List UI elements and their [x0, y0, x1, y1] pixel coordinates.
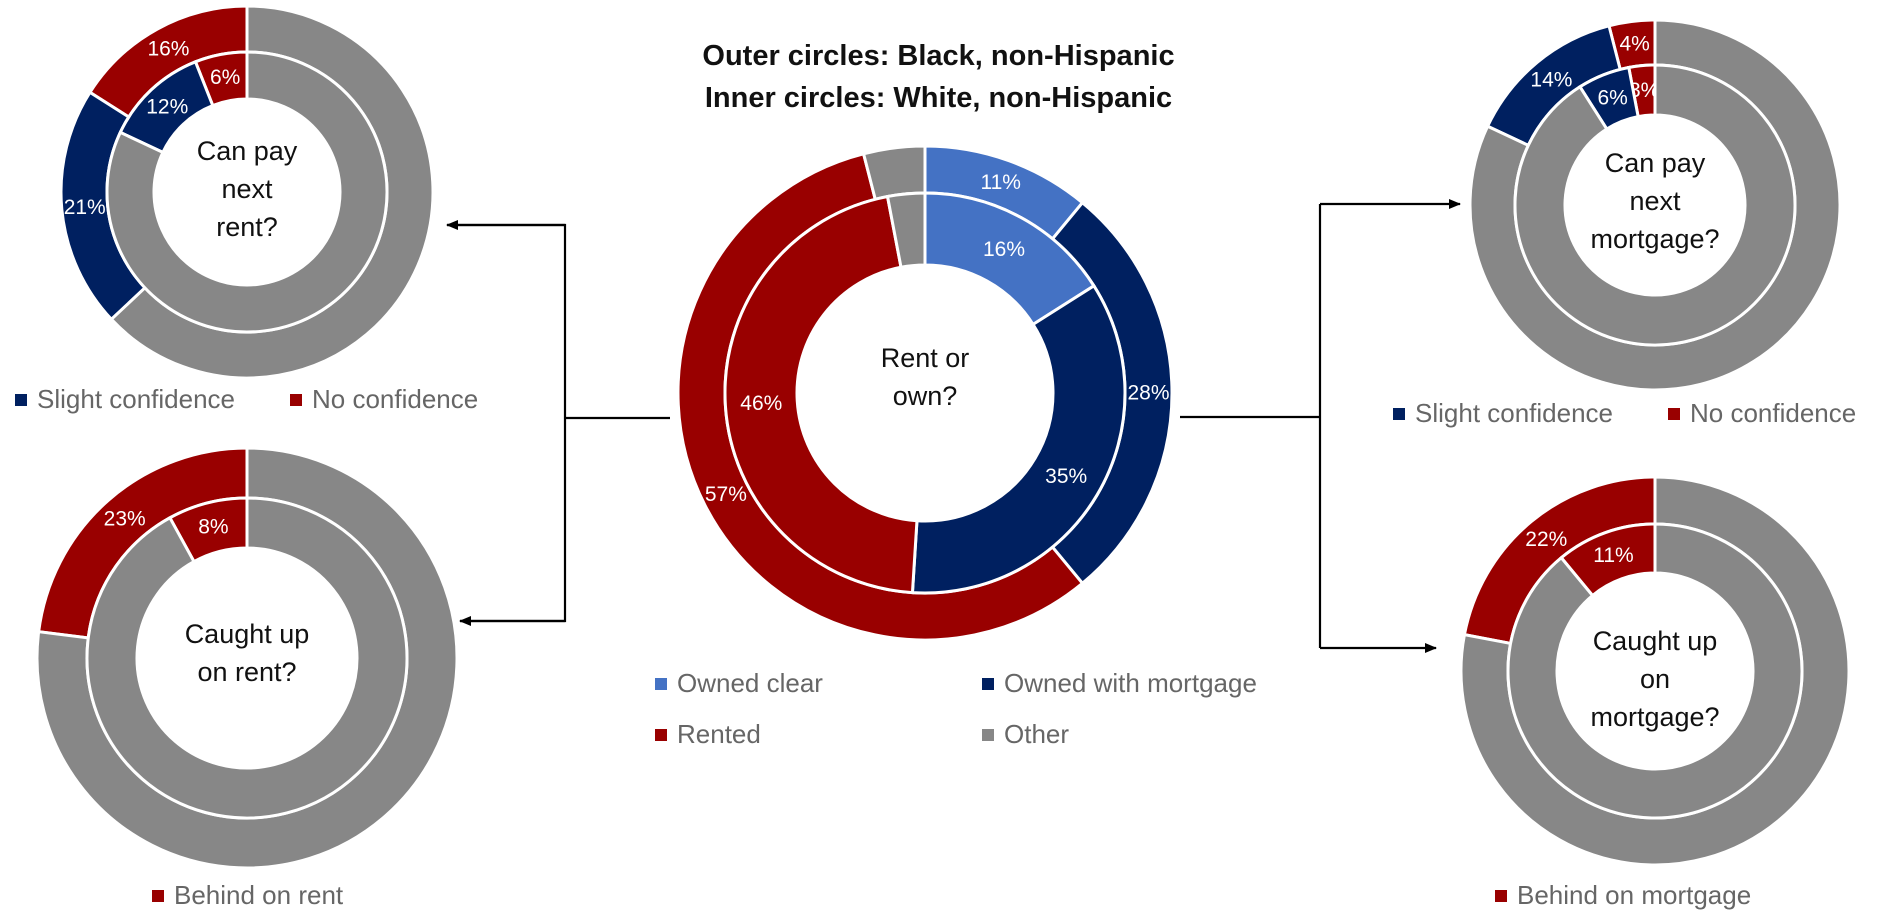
- data-label-outer-owned-clear: 11%: [980, 171, 1020, 194]
- center-label-line: next: [1629, 186, 1681, 216]
- center-label-line: on: [1640, 664, 1670, 694]
- legend-label: Behind on rent: [174, 880, 344, 910]
- legend-item-other: Other: [982, 719, 1069, 750]
- data-label-outer-behind-on-mortgage: 22%: [1525, 528, 1567, 551]
- data-label-outer-behind-on-rent: 23%: [104, 508, 146, 531]
- data-label-inner-behind-on-rent: 8%: [198, 516, 228, 539]
- legend-swatch: [1668, 407, 1680, 420]
- center-label-line: Rent or: [881, 343, 970, 373]
- legend-label: Owned with mortgage: [1004, 668, 1257, 698]
- donut-can-pay-mortgage: 4% 14% 3%6% Can pay next mortgage?: [1468, 18, 1842, 392]
- data-label-inner-owned-with-mortgage: 35%: [1045, 465, 1087, 488]
- slice-inner-other: [1506, 522, 1804, 820]
- legend-item-no-confidence-rent: No confidence: [290, 384, 478, 415]
- data-label-outer-slight-confidence: 14%: [1530, 68, 1572, 91]
- legend-label: Owned clear: [677, 668, 823, 698]
- legend-item-slight-confidence-rent: Slight confidence: [15, 384, 235, 415]
- legend-swatch: [982, 728, 994, 741]
- legend-label: Behind on mortgage: [1517, 880, 1752, 910]
- donut-can-pay-rent: 16% 21% 6% 12% Can pay next rent?: [59, 4, 435, 380]
- legend-label: Other: [1004, 719, 1070, 749]
- data-label-outer-owned-with-mortgage: 28%: [1127, 382, 1169, 405]
- legend-label: Rented: [677, 719, 761, 749]
- slice-inner-other: [105, 50, 389, 334]
- connector-arrows: [446, 199, 1461, 653]
- data-label-outer-no-confidence: 4%: [1619, 32, 1649, 55]
- center-label-line: next: [221, 174, 273, 204]
- legend-item-owned-clear: Owned clear: [655, 668, 823, 699]
- slice-inner-other: [1513, 63, 1797, 347]
- data-label-inner-no-confidence: 3%: [1629, 79, 1659, 102]
- slice-inner-owned-with-mortgage: [910, 283, 1127, 595]
- slice-inner-rented: [723, 194, 919, 595]
- data-label-outer-slight-confidence: 21%: [64, 196, 106, 219]
- legend-label: Slight confidence: [1415, 398, 1614, 428]
- legend-item-owned-with-mortgage: Owned with mortgage: [982, 668, 1257, 699]
- donut-caught-up-rent: 23% 8% Caught up on rent?: [35, 446, 459, 870]
- chart-title-line-1: Outer circles: Black, non-Hispanic: [702, 40, 1175, 72]
- data-label-inner-slight-confidence: 6%: [1597, 87, 1627, 110]
- center-label-line: on rent?: [197, 657, 296, 687]
- data-label-inner-behind-on-mortgage: 11%: [1593, 544, 1633, 567]
- legend-swatch: [15, 393, 27, 406]
- legend-label: No confidence: [312, 384, 479, 414]
- left-connector: [447, 223, 670, 623]
- center-label-line: rent?: [216, 212, 278, 242]
- data-label-inner-no-confidence: 6%: [210, 66, 240, 89]
- legend-label: No confidence: [1690, 398, 1857, 428]
- legend-item-behind-on-mortgage: Behind on mortgage: [1495, 880, 1751, 911]
- data-label-inner-slight-confidence: 12%: [146, 96, 188, 119]
- slice-inner-other: [885, 191, 927, 270]
- slice-outer-other: [861, 144, 927, 202]
- right-connector: [1180, 204, 1322, 648]
- center-label-line: Caught up: [1593, 626, 1718, 656]
- legend-item-behind-on-rent: Behind on rent: [152, 880, 343, 911]
- legend-item-no-confidence-mortgage: No confidence: [1668, 398, 1856, 429]
- legend-swatch: [655, 728, 667, 741]
- legend-swatch: [1495, 889, 1507, 902]
- donut-caught-up-mortgage: 22% 11% Caught up on mortgage?: [1459, 475, 1851, 867]
- center-label-line: Can pay: [1605, 148, 1706, 178]
- legend-swatch: [1393, 407, 1405, 420]
- legend-swatch: [152, 889, 164, 902]
- center-label-line: Caught up: [185, 619, 310, 649]
- legend-label: Slight confidence: [37, 384, 236, 414]
- center-label-line: mortgage?: [1590, 702, 1719, 732]
- data-label-inner-owned-clear: 16%: [983, 238, 1025, 261]
- data-label-inner-rented: 46%: [740, 392, 782, 415]
- legend-item-rented: Rented: [655, 719, 761, 750]
- data-label-outer-rented: 57%: [705, 483, 747, 506]
- legend-swatch: [655, 677, 667, 690]
- slice-inner-other: [85, 496, 409, 820]
- legend-swatch: [982, 677, 994, 690]
- donut-rent-or-own: 11% 28% 57% 16% 35% 46% Rent or own?: [676, 144, 1174, 642]
- slice-inner-slight-confidence: [118, 59, 215, 155]
- chart-title-line-2: Inner circles: White, non-Hispanic: [704, 82, 1173, 114]
- center-label-line: Can pay: [197, 136, 298, 166]
- legend-item-slight-confidence-mortgage: Slight confidence: [1393, 398, 1613, 429]
- data-label-outer-no-confidence: 16%: [147, 38, 189, 61]
- legend-swatch: [290, 393, 302, 406]
- center-label-line: mortgage?: [1590, 224, 1719, 254]
- center-label-line: own?: [893, 381, 958, 411]
- slice-inner-slight-confidence: [1577, 65, 1640, 132]
